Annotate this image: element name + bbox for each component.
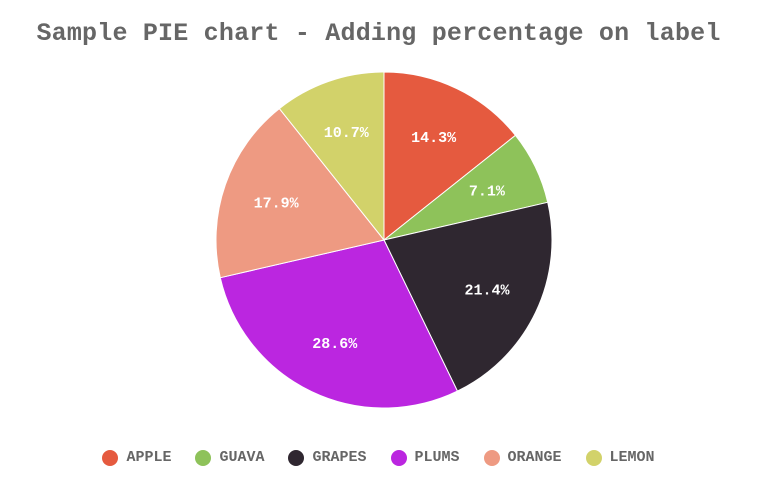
pie-slice-plums[interactable] bbox=[219, 239, 459, 409]
pie-slice-lemon[interactable] bbox=[278, 71, 385, 242]
legend-label-apple: APPLE bbox=[126, 449, 172, 466]
legend-item-lemon[interactable]: LEMON bbox=[585, 449, 655, 466]
pie-slice-orange[interactable] bbox=[215, 107, 385, 279]
legend-item-plums[interactable]: PLUMS bbox=[390, 449, 460, 466]
legend-swatch-orange bbox=[483, 449, 500, 466]
legend-label-orange: ORANGE bbox=[507, 449, 562, 466]
pie-label-plums: 28.6% bbox=[312, 336, 358, 353]
legend-swatch-guava bbox=[195, 449, 212, 466]
pie-label-lemon: 10.7% bbox=[324, 125, 370, 142]
legend-item-guava[interactable]: GUAVA bbox=[195, 449, 264, 466]
legend-label-grapes: GRAPES bbox=[312, 449, 367, 466]
pie-slice-apple[interactable] bbox=[383, 71, 517, 242]
pie-slices bbox=[215, 71, 553, 409]
legend-swatch-grapes bbox=[288, 449, 305, 466]
legend-item-orange[interactable]: ORANGE bbox=[483, 449, 562, 466]
legend-item-apple[interactable]: APPLE bbox=[102, 449, 171, 466]
legend-item-grapes[interactable]: GRAPES bbox=[288, 449, 367, 466]
pie-label-apple: 14.3% bbox=[411, 130, 457, 147]
pie-slice-labels: 14.3% 7.1% 21.4% 28.6% 17.9% 10.7% bbox=[254, 125, 511, 353]
legend-swatch-plums bbox=[390, 449, 407, 466]
pie-label-orange: 17.9% bbox=[254, 195, 300, 212]
legend-label-guava: GUAVA bbox=[219, 449, 265, 466]
pie-label-guava: 7.1% bbox=[469, 183, 506, 200]
pie-label-grapes: 21.4% bbox=[465, 282, 511, 299]
legend-swatch-lemon bbox=[585, 449, 602, 466]
legend: APPLE GUAVA GRAPES PLUMS ORANGE LEMON bbox=[0, 449, 757, 466]
chart-title: Sample PIE chart - Adding percentage on … bbox=[36, 19, 721, 48]
legend-label-lemon: LEMON bbox=[609, 449, 655, 466]
pie-slice-grapes[interactable] bbox=[383, 201, 553, 392]
legend-label-plums: PLUMS bbox=[414, 449, 460, 466]
legend-swatch-apple bbox=[102, 449, 119, 466]
